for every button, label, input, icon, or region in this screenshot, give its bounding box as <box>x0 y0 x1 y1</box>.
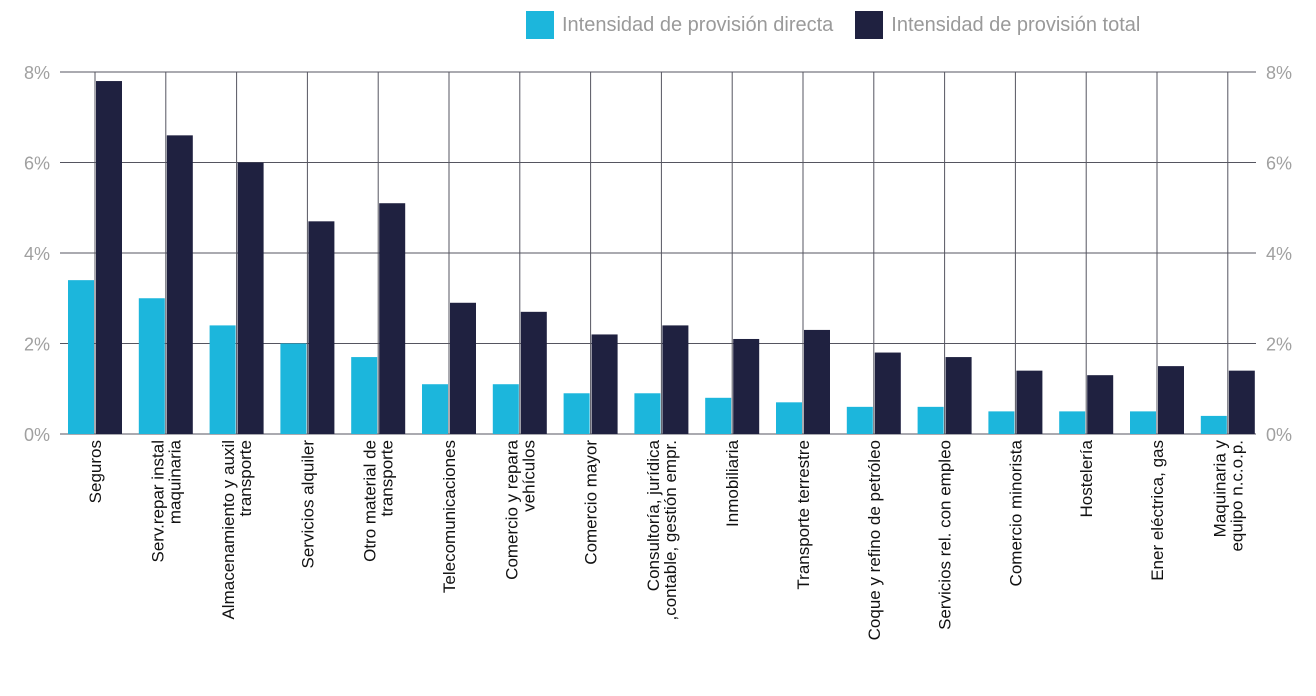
legend-label-total: Intensidad de provisión total <box>891 13 1141 36</box>
legend: Intensidad de provisión directa Intensid… <box>526 8 1162 42</box>
y-tick-label-right: 0% <box>1266 425 1292 445</box>
bar-total <box>874 352 901 434</box>
category-label: maquinaria <box>165 439 184 524</box>
y-tick-label-right: 8% <box>1266 63 1292 83</box>
y-tick-label-left: 8% <box>24 63 50 83</box>
bar-total <box>1228 370 1255 434</box>
category-label: Maquinaria y <box>1210 440 1229 538</box>
category-label: Transporte terrestre <box>794 440 813 590</box>
category-label: Serv.repar instal <box>148 440 167 563</box>
category-label: Consultoría, jurídica <box>644 439 663 591</box>
bar-direct <box>422 384 448 434</box>
bar-direct <box>351 357 378 434</box>
y-tick-label-right: 2% <box>1266 335 1292 355</box>
category-label: Seguros <box>86 440 105 503</box>
category-label: Comercio y repara <box>502 439 521 579</box>
bar-direct <box>988 411 1015 434</box>
bar-total <box>1087 375 1114 434</box>
bar-total <box>520 311 547 434</box>
bar-total <box>379 203 406 434</box>
y-tick-label-left: 0% <box>24 425 50 445</box>
category-label: Ener eléctrica, gas <box>1148 440 1167 581</box>
legend-item-total: Intensidad de provisión total <box>855 11 1140 39</box>
y-tick-label-right: 6% <box>1266 154 1292 174</box>
bar-total <box>237 162 264 434</box>
category-label: ,contable, gestión empr. <box>661 440 680 621</box>
category-label: equipo n.c.o.p. <box>1227 440 1246 552</box>
bar-direct <box>776 402 802 434</box>
bar-direct <box>280 343 307 434</box>
bar-total <box>450 302 476 434</box>
bar-direct <box>1130 411 1156 434</box>
category-label: Coque y refino de petróleo <box>865 440 884 640</box>
category-label: transporte <box>378 440 397 517</box>
bar-total <box>945 357 972 434</box>
bar-total <box>308 221 335 434</box>
legend-swatch-direct <box>526 11 554 39</box>
y-tick-label-left: 4% <box>24 244 50 264</box>
legend-item-direct: Intensidad de provisión directa <box>526 11 833 39</box>
category-label: Hostelería <box>1077 439 1096 517</box>
legend-swatch-total <box>855 11 884 39</box>
bar-total <box>591 334 618 434</box>
category-label: Comercio mayor <box>582 440 601 565</box>
y-tick-label-left: 2% <box>24 335 50 355</box>
bar-direct <box>634 393 661 434</box>
category-label: Comercio minorista <box>1006 439 1025 586</box>
bar-direct <box>705 397 732 434</box>
category-label: Servicios alquiler <box>298 440 317 569</box>
bar-direct <box>917 406 944 434</box>
bar-total <box>804 329 830 434</box>
bar-direct <box>846 406 873 434</box>
category-label: Inmobiliaria <box>723 439 742 526</box>
bar-total <box>96 81 122 435</box>
legend-label-direct: Intensidad de provisión directa <box>562 13 834 36</box>
bar-total <box>1016 370 1043 434</box>
bar-direct <box>209 325 236 434</box>
bar-direct <box>68 280 94 434</box>
bar-total <box>662 325 689 434</box>
bar-total <box>1158 366 1184 434</box>
y-tick-label-left: 6% <box>24 154 50 174</box>
bar-total <box>733 338 760 434</box>
category-label: Otro material de <box>361 440 380 562</box>
category-label: Telecomunicaciones <box>440 440 459 593</box>
bar-direct <box>1059 411 1086 434</box>
category-label: Servicios rel. con empleo <box>936 440 955 630</box>
bar-direct <box>492 384 519 434</box>
category-label: Almacenamiento y auxil <box>219 440 238 620</box>
y-tick-label-right: 4% <box>1266 244 1292 264</box>
bar-direct <box>1200 415 1227 434</box>
category-label: transporte <box>236 440 255 517</box>
bar-total <box>166 135 193 434</box>
bar-direct <box>563 393 590 434</box>
category-label: vehículos <box>519 440 538 512</box>
bar-direct <box>138 298 165 434</box>
